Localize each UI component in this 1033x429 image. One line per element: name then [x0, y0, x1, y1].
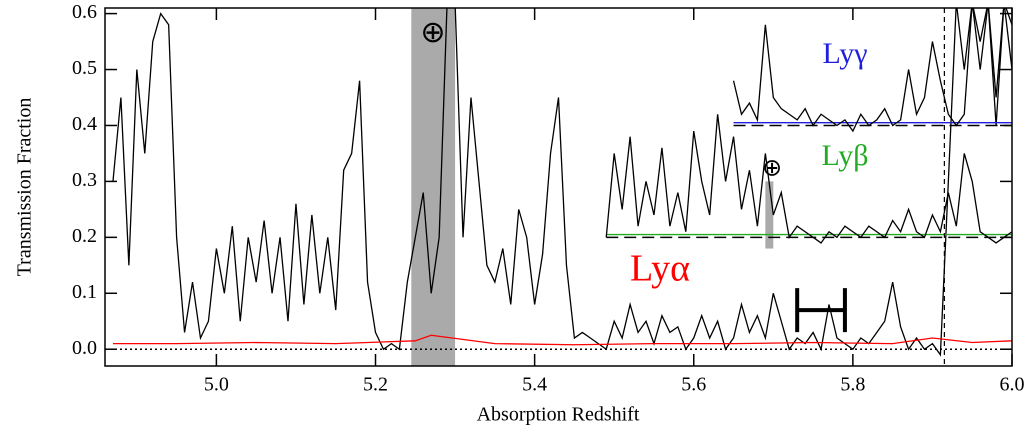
x-tick-label: 5.8 — [840, 374, 865, 396]
x-tick-label: 5.0 — [204, 374, 229, 396]
shaded-region — [411, 8, 456, 366]
shaded-region — [765, 181, 774, 249]
series-line — [112, 334, 1012, 346]
x-tick-label: 5.2 — [363, 374, 388, 396]
x-tick-label: 5.4 — [522, 374, 547, 396]
annotation: Lyα — [630, 248, 690, 290]
y-tick-label: 0.0 — [72, 337, 97, 359]
annotation: ⊕ — [762, 156, 782, 182]
annotation: Lyβ — [822, 139, 869, 172]
y-tick-label: 0.1 — [72, 281, 97, 303]
annotation: Lyγ — [823, 37, 868, 70]
y-tick-label: 0.4 — [72, 113, 97, 135]
x-tick-label: 6.0 — [1000, 374, 1025, 396]
y-tick-label: 0.5 — [72, 57, 97, 79]
series-line — [112, 8, 1012, 357]
series-line — [732, 8, 1012, 133]
x-axis-label: Absorption Redshift — [477, 404, 640, 426]
annotation: ⊕ — [420, 16, 445, 49]
axes-frame — [104, 7, 1013, 367]
plot-area — [105, 8, 1012, 366]
y-tick-label: 0.6 — [72, 1, 97, 23]
y-axis-label: Transmission Fraction — [14, 98, 36, 277]
x-tick-label: 5.6 — [681, 374, 706, 396]
series-line — [605, 114, 1012, 244]
y-tick-label: 0.2 — [72, 225, 97, 247]
y-tick-label: 0.3 — [72, 169, 97, 191]
